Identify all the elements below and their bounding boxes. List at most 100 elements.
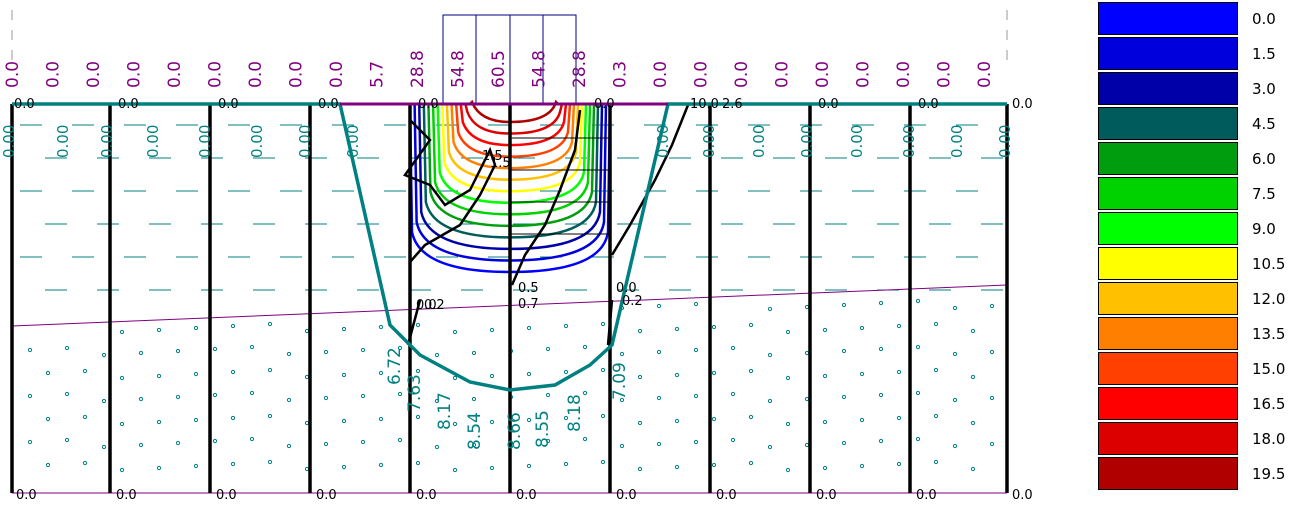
- soil-dot: [434, 352, 440, 358]
- soil-dot: [915, 390, 921, 396]
- soil-dot: [785, 421, 791, 427]
- bottom-label: 0.0: [1012, 488, 1033, 503]
- top-load-label: 0.0: [206, 61, 226, 88]
- soil-dot: [563, 461, 569, 467]
- soil-dot: [600, 413, 606, 419]
- soil-dot: [64, 345, 70, 351]
- pile-top-label: 0.00: [700, 125, 718, 158]
- pile-top-label: 0.00: [900, 125, 918, 158]
- soil-dot: [952, 305, 958, 311]
- legend-row: 10.5: [1098, 245, 1298, 280]
- top-load-label: 0.0: [894, 61, 914, 88]
- top-load-label: 0.0: [935, 61, 955, 88]
- soil-dot: [711, 416, 717, 422]
- surface-label: 0.0: [118, 97, 139, 112]
- soil-dot: [989, 349, 995, 355]
- soil-dot: [156, 419, 162, 425]
- soil-dot: [896, 415, 902, 421]
- legend-row: 13.5: [1098, 315, 1298, 350]
- soil-dot: [656, 303, 662, 309]
- surface-label: 0.0: [318, 97, 339, 112]
- soil-dot: [138, 396, 144, 402]
- soil-dot: [27, 393, 33, 399]
- soil-dot: [230, 323, 236, 329]
- soil-dot: [896, 323, 902, 329]
- pile-top-label: 0.00: [248, 125, 266, 158]
- surface-label: 0.0: [594, 97, 615, 112]
- top-load-label: 0.0: [287, 61, 307, 88]
- legend-row: 7.5: [1098, 175, 1298, 210]
- soil-dot: [415, 414, 421, 420]
- soil-dot: [841, 394, 847, 400]
- surface-label: 0.0: [1012, 97, 1033, 112]
- soil-dot: [249, 344, 255, 350]
- soil-dot: [545, 438, 551, 444]
- legend-label: 12.0: [1252, 290, 1286, 308]
- soil-dot: [471, 350, 477, 356]
- legend-swatch: [1098, 142, 1238, 175]
- pile-top-label: 0.00: [654, 125, 672, 158]
- legend-swatch: [1098, 247, 1238, 280]
- soil-dot: [637, 420, 643, 426]
- soil-dot: [804, 350, 810, 356]
- legend-swatch: [1098, 317, 1238, 350]
- legend-swatch: [1098, 177, 1238, 210]
- soil-dot: [341, 326, 347, 332]
- top-load-label: 0.0: [44, 61, 64, 88]
- legend-label: 15.0: [1252, 360, 1286, 378]
- pile-top-label: 0.00: [948, 125, 966, 158]
- soil-dot: [637, 328, 643, 334]
- legend-label: 7.5: [1252, 185, 1276, 203]
- soil-dot: [674, 418, 680, 424]
- soil-dot: [896, 369, 902, 375]
- soil-dot: [82, 414, 88, 420]
- soil-dot: [748, 414, 754, 420]
- soil-dot: [933, 413, 939, 419]
- settlement-bowl-outline: [12, 102, 1007, 392]
- influence-line-center: [510, 109, 582, 286]
- soil-dot: [915, 436, 921, 442]
- soil-dot: [64, 437, 70, 443]
- soil-dot: [693, 347, 699, 353]
- soil-dot: [378, 416, 384, 422]
- top-load-label: 54.8: [530, 50, 550, 88]
- soil-dot: [526, 325, 532, 331]
- soil-dot: [859, 417, 865, 423]
- soil-dot: [563, 323, 569, 329]
- soil-dot: [674, 326, 680, 332]
- soil-dot: [822, 327, 828, 333]
- legend-swatch: [1098, 282, 1238, 315]
- soil-dot: [119, 375, 125, 381]
- bowl-label: 8.18: [565, 394, 585, 432]
- pile-top-label: 0.00: [98, 125, 116, 158]
- soil-dot: [989, 441, 995, 447]
- soil-dot: [767, 398, 773, 404]
- bowl-label: 8.54: [465, 412, 485, 450]
- bottom-label: 0.0: [216, 488, 237, 503]
- soil-dot: [859, 463, 865, 469]
- soil-dot: [471, 396, 477, 402]
- soil-dot: [582, 344, 588, 350]
- soil-dot: [563, 369, 569, 375]
- soil-dot: [915, 344, 921, 350]
- legend-row: 15.0: [1098, 350, 1298, 385]
- soil-dot: [156, 465, 162, 471]
- bowl-labels: 6.727.63 8.17 8.54 8.66 8.55 8.18 7.09: [385, 347, 630, 450]
- soil-dot: [267, 321, 273, 327]
- legend-swatch: [1098, 212, 1238, 245]
- soil-dot: [711, 462, 717, 468]
- soil-dot: [711, 324, 717, 330]
- soil-dot: [175, 348, 181, 354]
- legend-label: 4.5: [1252, 115, 1276, 133]
- soil-dot: [637, 466, 643, 472]
- surface-label: 10.0: [690, 97, 719, 112]
- top-load-label: 60.5: [489, 50, 509, 88]
- soil-dot: [101, 352, 107, 358]
- top-load-label: 0.0: [854, 61, 874, 88]
- legend-swatch: [1098, 457, 1238, 490]
- soil-dot: [249, 436, 255, 442]
- bottom-label: 0.0: [916, 488, 937, 503]
- soil-dot: [859, 325, 865, 331]
- water-table-dashes: [20, 124, 1003, 291]
- legend-row: 0.0: [1098, 0, 1298, 35]
